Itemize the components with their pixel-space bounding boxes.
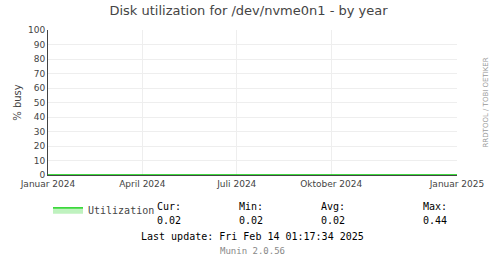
svg-text:20: 20 — [34, 141, 46, 151]
svg-text:0.02: 0.02 — [157, 215, 181, 226]
svg-text:April 2024: April 2024 — [119, 179, 166, 189]
svg-text:Munin 2.0.56: Munin 2.0.56 — [220, 246, 285, 256]
svg-text:RRDTOOL / TOBI OETIKER: RRDTOOL / TOBI OETIKER — [482, 57, 490, 147]
svg-text:Avg:: Avg: — [321, 201, 345, 212]
svg-text:60: 60 — [34, 83, 46, 93]
svg-text:30: 30 — [34, 127, 46, 137]
svg-text:10: 10 — [34, 156, 46, 166]
svg-text:Juli 2024: Juli 2024 — [216, 179, 256, 189]
svg-text:70: 70 — [34, 69, 46, 79]
svg-text:Januar 2024: Januar 2024 — [20, 179, 76, 189]
svg-text:Last update: Fri Feb 14 01:17:: Last update: Fri Feb 14 01:17:34 2025 — [141, 231, 364, 242]
svg-text:100: 100 — [28, 25, 45, 35]
svg-text:Utilization: Utilization — [88, 205, 154, 216]
svg-text:Min:: Min: — [239, 201, 263, 212]
svg-text:Max:: Max: — [423, 201, 447, 212]
svg-text:Oktober 2024: Oktober 2024 — [300, 179, 362, 189]
svg-text:0.02: 0.02 — [321, 215, 345, 226]
svg-text:% busy: % busy — [12, 84, 23, 121]
svg-text:50: 50 — [34, 98, 46, 108]
svg-text:0.02: 0.02 — [239, 215, 263, 226]
svg-text:80: 80 — [34, 54, 46, 64]
svg-text:0: 0 — [39, 170, 45, 180]
svg-text:Cur:: Cur: — [157, 201, 181, 212]
svg-text:90: 90 — [34, 40, 46, 50]
svg-text:40: 40 — [34, 112, 46, 122]
svg-text:0.44: 0.44 — [423, 215, 447, 226]
svg-text:Januar 2025: Januar 2025 — [429, 179, 485, 189]
svg-text:Disk utilization for /dev/nvme: Disk utilization for /dev/nvme0n1 - by y… — [109, 3, 388, 18]
